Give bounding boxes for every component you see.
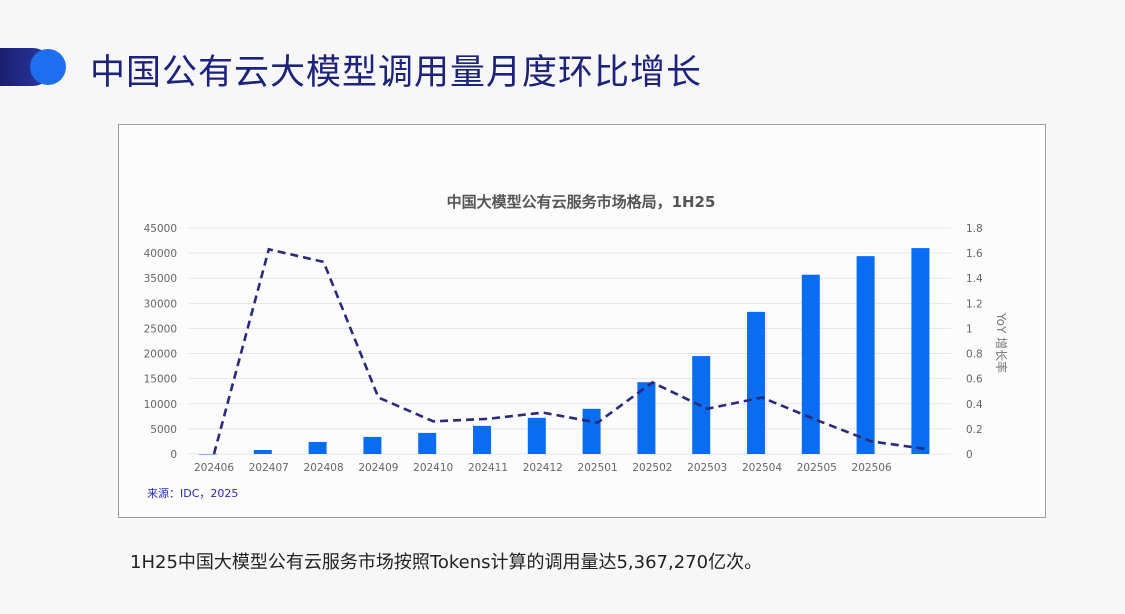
y2-tick-label: 1 xyxy=(966,323,973,335)
chart-title: 中国大模型公有云服务市场格局，1H25 xyxy=(447,193,716,211)
bar-202506 xyxy=(856,256,875,454)
y2-tick-label: 0.4 xyxy=(966,399,983,411)
x-tick-label: 202406 xyxy=(194,462,234,474)
x-tick-label: 202503 xyxy=(687,462,727,474)
x-tick-label: 202412 xyxy=(523,462,563,474)
x-tick-label: 202407 xyxy=(249,462,289,474)
x-tick-label: 202408 xyxy=(304,462,344,474)
bar-202408 xyxy=(308,441,327,454)
x-tick-label: 202506 xyxy=(852,462,892,474)
y-tick-label: 40000 xyxy=(144,248,177,260)
bar-202411 xyxy=(473,425,491,454)
bar-202409 xyxy=(363,436,382,454)
title-decoration-dot xyxy=(30,49,66,85)
slide-title: 中国公有云大模型调用量月度环比增长 xyxy=(90,53,703,93)
bar-202412 xyxy=(527,417,546,454)
y-tick-label: 10000 xyxy=(144,399,177,411)
x-tick-label: 202410 xyxy=(413,462,453,474)
y2-tick-label: 1.6 xyxy=(966,248,983,260)
yoy-line xyxy=(212,247,927,455)
bar-202505 xyxy=(801,274,820,454)
y-tick-label: 0 xyxy=(170,449,177,461)
y-tick-label: 25000 xyxy=(144,323,177,335)
chart: 中国大模型公有云服务市场格局，1H25 0 5000 10000 15000 20000… xyxy=(144,193,1009,500)
x-tick-label: 202409 xyxy=(358,462,398,474)
y2-tick-label: 1.8 xyxy=(966,223,983,235)
y-tick-label: 20000 xyxy=(144,349,177,361)
x-tick-label: 202411 xyxy=(468,462,508,474)
bar-202407 xyxy=(253,449,272,454)
y2-tick-label: 1.4 xyxy=(966,273,983,285)
y2-tick-label: 0.8 xyxy=(966,349,983,361)
y-tick-label: 15000 xyxy=(144,374,177,386)
y-tick-label: 5000 xyxy=(150,424,177,436)
bar-202502 xyxy=(637,382,656,454)
x-tick-label: 202504 xyxy=(742,462,782,474)
x-tick-label: 202501 xyxy=(578,462,618,474)
y2-tick-label: 1.2 xyxy=(966,298,983,310)
bar-202504 xyxy=(747,311,765,454)
chart-frame: 中国大模型公有云服务市场格局，1H25 0 5000 10000 15000 20000… xyxy=(118,124,1046,518)
x-tick-label: 202505 xyxy=(797,462,837,474)
y2-axis-label: YoY 增长率 xyxy=(994,312,1009,373)
x-tick-label: 202502 xyxy=(632,462,672,474)
y-tick-label: 30000 xyxy=(144,298,177,310)
chart-source: 来源：IDC，2025 xyxy=(147,486,238,500)
y2-tick-label: 0 xyxy=(966,449,973,461)
y-tick-label: 45000 xyxy=(144,223,177,235)
bar-202410 xyxy=(418,432,437,454)
y2-tick-label: 0.6 xyxy=(966,374,983,386)
bar-last xyxy=(911,248,930,454)
bar-202501 xyxy=(582,408,601,454)
bar-202406 xyxy=(199,454,217,455)
slide-caption: 1H25中国大模型公有云服务市场按照Tokens计算的调用量达5,367,270… xyxy=(130,552,763,573)
y-tick-label: 35000 xyxy=(144,273,177,285)
y2-tick-label: 0.2 xyxy=(966,424,983,436)
